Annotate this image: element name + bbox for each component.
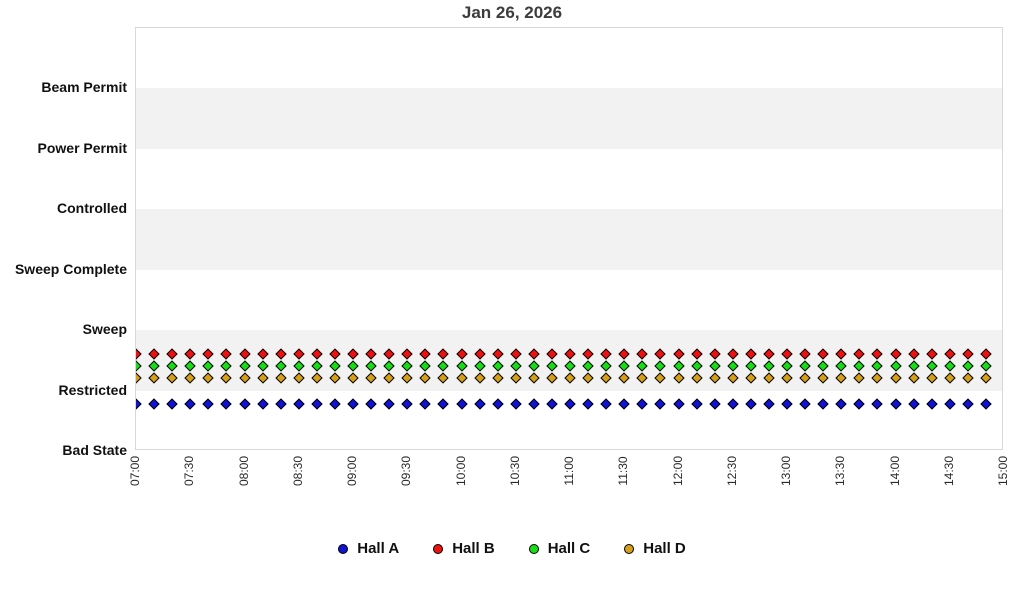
data-point-hall-a <box>835 398 847 410</box>
x-axis-tick-label: 08:30 <box>290 455 305 487</box>
y-axis-label-restricted: Restricted <box>58 381 127 398</box>
y-axis-label-bad-state: Bad State <box>62 442 127 458</box>
data-point-hall-a <box>817 398 829 410</box>
data-point-hall-a <box>166 398 178 410</box>
data-point-hall-a <box>401 398 413 410</box>
data-point-hall-a <box>889 398 902 410</box>
data-point-hall-a <box>329 398 341 410</box>
legend-item-hall-a: Hall A <box>338 540 399 557</box>
data-point-hall-a <box>347 398 359 410</box>
data-point-hall-a <box>763 398 775 410</box>
data-point-hall-a <box>636 398 648 410</box>
x-axis-tick-label: 13:30 <box>833 455 848 487</box>
data-point-hall-a <box>600 398 612 410</box>
data-point-hall-a <box>220 398 233 410</box>
x-axis-tick-label: 13:00 <box>779 455 793 487</box>
x-axis-tick-label: 12:00 <box>670 455 685 487</box>
legend-label: Hall A <box>357 540 400 557</box>
legend-label: Hall C <box>547 540 591 557</box>
data-point-hall-a <box>311 398 323 410</box>
y-axis-label-power-permit: Power Permit <box>37 139 127 156</box>
data-point-hall-a <box>419 398 431 410</box>
plot-area <box>135 27 1003 450</box>
chart-title: Jan 26, 2026 <box>461 3 563 22</box>
data-point-hall-a <box>148 398 160 410</box>
y-axis-label-beam-permit: Beam Permit <box>41 79 127 96</box>
x-axis-tick-label: 11:00 <box>562 456 576 486</box>
data-point-hall-a <box>654 398 667 410</box>
data-point-hall-a <box>184 398 196 410</box>
data-point-hall-a <box>546 398 558 410</box>
data-point-hall-a <box>491 398 504 410</box>
x-axis-tick-label: 11:30 <box>616 456 631 486</box>
x-axis-tick-label: 10:00 <box>453 455 468 487</box>
data-point-hall-a <box>962 398 974 410</box>
data-point-hall-a <box>238 398 251 410</box>
x-axis-tick-label: 08:00 <box>236 455 251 487</box>
legend-item-hall-d: Hall D <box>624 540 686 557</box>
y-axis-label-sweep: Sweep <box>82 321 127 338</box>
data-point-hall-a <box>528 398 540 410</box>
data-point-hall-a <box>136 398 142 410</box>
data-point-hall-a <box>293 398 305 410</box>
x-axis-tick-label: 12:30 <box>724 455 739 487</box>
data-point-hall-a <box>871 398 884 410</box>
data-point-hall-a <box>799 398 811 410</box>
data-point-hall-a <box>781 398 793 410</box>
data-point-hall-a <box>365 398 377 410</box>
data-point-hall-a <box>564 398 576 410</box>
data-point-hall-a <box>944 398 956 410</box>
data-point-hall-a <box>473 398 486 410</box>
data-point-hall-a <box>618 398 630 410</box>
data-point-hall-a <box>708 398 721 410</box>
data-point-hall-a <box>437 398 450 410</box>
legend-marker-hall-d <box>624 543 635 554</box>
x-axis-tick-label: 09:30 <box>399 455 414 487</box>
data-point-hall-a <box>907 398 920 410</box>
x-axis-tick-label: 10:30 <box>507 455 522 487</box>
data-point-hall-a <box>745 398 757 410</box>
legend-marker-hall-b <box>433 543 444 554</box>
data-point-hall-a <box>853 398 865 410</box>
x-axis-tick-label: 14:30 <box>941 455 956 487</box>
data-point-hall-a <box>925 398 938 410</box>
legend-label: Hall D <box>643 540 686 557</box>
data-point-hall-a <box>383 398 395 410</box>
shaded-band <box>136 209 1002 270</box>
data-point-hall-a <box>274 398 287 410</box>
legend: Hall A Hall B Hall C Hall D <box>0 540 1024 557</box>
data-point-hall-a <box>690 398 703 410</box>
legend-label: Hall B <box>452 540 495 557</box>
data-point-hall-a <box>510 398 522 410</box>
legend-item-hall-b: Hall B <box>433 540 495 557</box>
x-axis-tick-label: 14:00 <box>887 455 902 487</box>
x-axis-tick-label: 15:00 <box>996 455 1010 487</box>
data-point-hall-a <box>980 398 992 410</box>
data-point-hall-a <box>455 398 468 410</box>
x-axis-tick-label: 09:00 <box>345 455 359 487</box>
x-axis-tick-label: 07:30 <box>182 455 197 487</box>
legend-marker-hall-c <box>528 543 539 554</box>
legend-marker-hall-a <box>338 543 349 554</box>
data-point-hall-a <box>256 398 269 410</box>
shaded-band <box>136 88 1002 149</box>
data-point-hall-a <box>582 398 594 410</box>
y-axis-label-sweep-complete: Sweep Complete <box>14 260 127 277</box>
y-axis-label-controlled: Controlled <box>57 200 127 217</box>
x-axis-tick-label: 07:00 <box>128 455 142 487</box>
data-point-hall-a <box>727 398 739 410</box>
data-point-hall-a <box>672 398 685 410</box>
legend-item-hall-c: Hall C <box>528 540 591 557</box>
data-point-hall-a <box>202 398 214 410</box>
